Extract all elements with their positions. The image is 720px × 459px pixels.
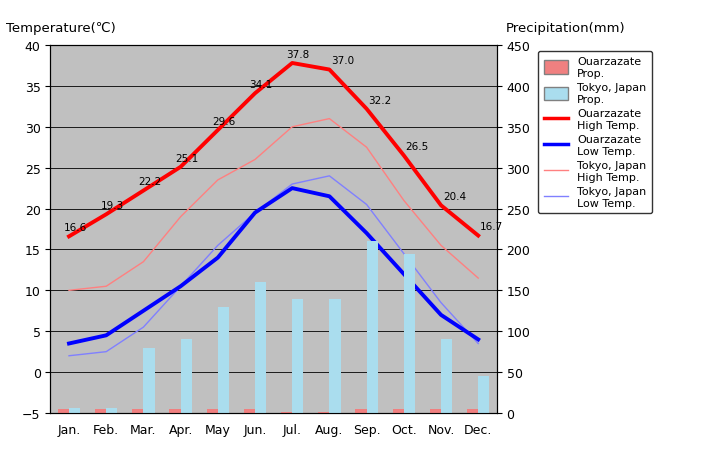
Bar	[318, 412, 329, 413]
Bar	[366, 242, 378, 413]
Text: 22.2: 22.2	[138, 177, 161, 187]
Bar	[69, 408, 80, 413]
Bar	[169, 409, 181, 413]
Text: 20.4: 20.4	[443, 192, 466, 202]
Bar	[478, 376, 490, 413]
Bar	[95, 409, 107, 413]
Text: 32.2: 32.2	[369, 95, 392, 106]
Bar	[430, 409, 441, 413]
Text: Temperature(℃): Temperature(℃)	[6, 22, 115, 35]
Bar	[392, 409, 404, 413]
Bar	[281, 412, 292, 413]
Text: Precipitation(mm): Precipitation(mm)	[505, 22, 626, 35]
Text: 25.1: 25.1	[175, 153, 198, 163]
Bar	[132, 409, 143, 413]
Legend: Ouarzazate
Prop., Tokyo, Japan
Prop., Ouarzazate
High Temp., Ouarzazate
Low Temp: Ouarzazate Prop., Tokyo, Japan Prop., Ou…	[538, 51, 652, 214]
Bar	[467, 409, 478, 413]
Bar	[217, 307, 229, 413]
Bar	[143, 348, 155, 413]
Text: 19.3: 19.3	[101, 201, 124, 211]
Text: 34.1: 34.1	[249, 80, 273, 90]
Text: 26.5: 26.5	[405, 142, 429, 152]
Bar	[58, 409, 69, 413]
Bar	[356, 409, 366, 413]
Bar	[329, 299, 341, 413]
Text: 16.6: 16.6	[63, 223, 86, 233]
Bar	[292, 299, 303, 413]
Text: 29.6: 29.6	[212, 117, 235, 127]
Bar	[207, 409, 217, 413]
Bar	[107, 408, 117, 413]
Bar	[181, 340, 192, 413]
Bar	[255, 283, 266, 413]
Text: 37.8: 37.8	[287, 50, 310, 60]
Bar	[244, 409, 255, 413]
Bar	[404, 254, 415, 413]
Bar	[441, 340, 452, 413]
Text: 37.0: 37.0	[331, 56, 354, 66]
Text: 16.7: 16.7	[480, 222, 503, 232]
